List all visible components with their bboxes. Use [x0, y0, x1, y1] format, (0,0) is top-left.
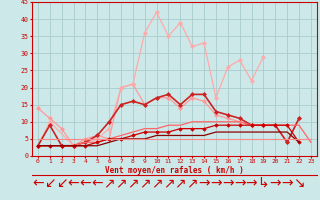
- X-axis label: Vent moyen/en rafales ( km/h ): Vent moyen/en rafales ( km/h ): [105, 166, 244, 175]
